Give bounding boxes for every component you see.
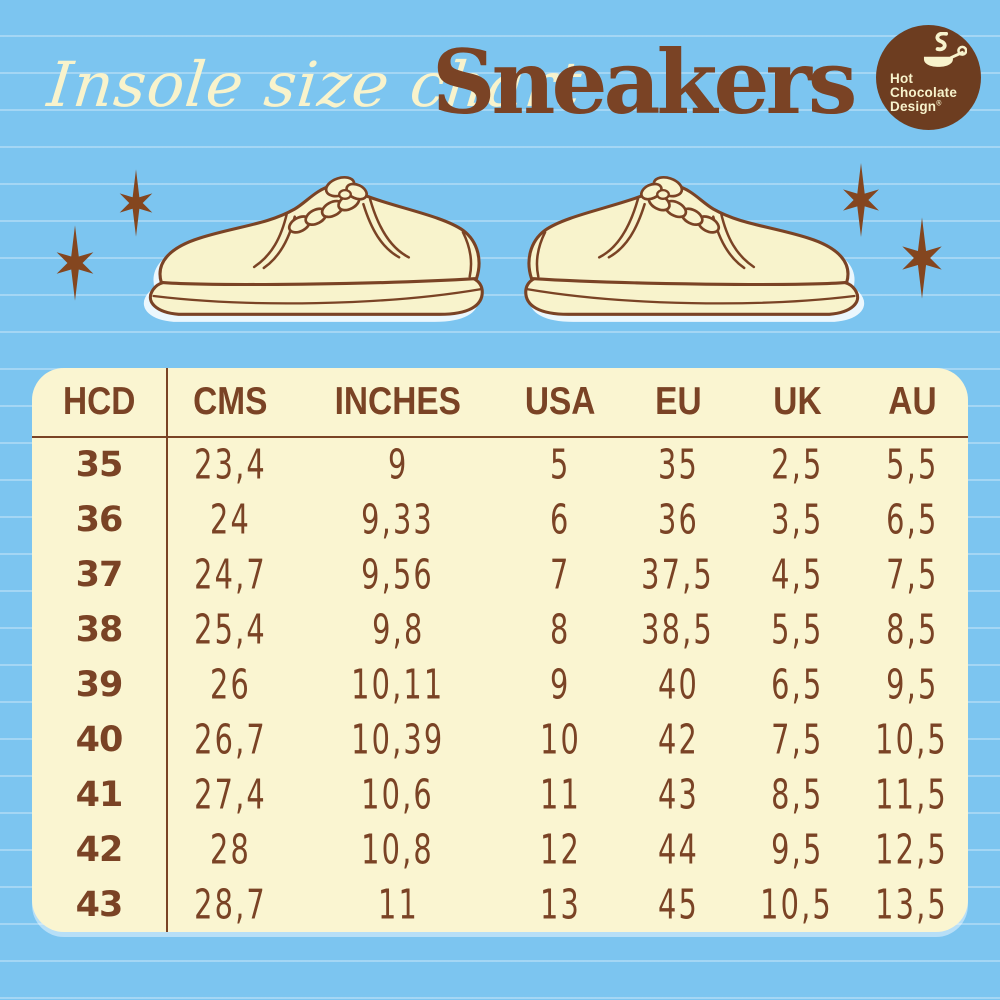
column-header-cms: CMS <box>168 368 293 438</box>
cell-uk: 8,5 <box>770 771 824 819</box>
cell-au: 10,5 <box>875 716 949 764</box>
cell-inches: 11 <box>377 881 419 929</box>
cell-cms: 28 <box>210 826 251 874</box>
sparkle-icon <box>56 225 94 301</box>
column-header-usa: USA <box>503 368 618 438</box>
cell-au: 6,5 <box>885 496 939 544</box>
cell-usa: 8 <box>550 606 571 654</box>
cell-uk: 2,5 <box>770 441 824 489</box>
cell-usa: 10 <box>540 716 581 764</box>
cell-eu: 40 <box>657 661 699 709</box>
cell-cms: 26 <box>210 661 251 709</box>
sneaker-right-illustration <box>524 175 860 316</box>
sparkle-icon <box>119 169 153 237</box>
column-header-au: AU <box>856 368 968 438</box>
cell-au: 7,5 <box>885 551 939 599</box>
column-header-uk: UK <box>738 368 856 438</box>
cell-cms: 23,4 <box>194 441 267 489</box>
cell-eu: 45 <box>657 881 699 929</box>
size-table: HCD CMS INCHES USA EU UK AU 35 23,4 9 5 … <box>32 368 968 932</box>
cell-usa: 6 <box>550 496 571 544</box>
cell-usa: 11 <box>540 771 581 819</box>
column-header-hcd: HCD <box>32 368 168 438</box>
sparkle-icon <box>902 217 942 299</box>
logo-line-2: Chocolate <box>890 85 958 101</box>
cell-cms: 26,7 <box>194 716 267 764</box>
cell-hcd: 35 <box>32 438 168 493</box>
cell-eu: 35 <box>657 441 699 489</box>
cell-au: 8,5 <box>885 606 939 654</box>
sparkle-icon <box>843 163 879 237</box>
cell-hcd: 40 <box>32 712 168 768</box>
cell-cms: 28,7 <box>194 881 267 929</box>
sneaker-left-illustration <box>148 175 484 316</box>
cell-usa: 5 <box>550 441 571 489</box>
cell-inches: 10,6 <box>361 771 435 819</box>
logo-line-1: Hot <box>890 71 914 86</box>
cell-hcd: 41 <box>32 767 168 823</box>
cell-hcd: 38 <box>32 602 168 658</box>
cell-eu: 36 <box>657 496 699 544</box>
cell-inches: 10,39 <box>351 716 445 764</box>
cell-uk: 10,5 <box>760 881 834 929</box>
cell-inches: 9,56 <box>361 551 435 599</box>
steaming-cup-icon <box>923 32 967 67</box>
cell-au: 11,5 <box>875 771 949 819</box>
cell-uk: 4,5 <box>770 551 824 599</box>
cell-hcd: 36 <box>32 492 168 548</box>
cell-inches: 10,8 <box>361 826 435 874</box>
cell-uk: 5,5 <box>770 606 824 654</box>
cell-usa: 12 <box>540 826 581 874</box>
cell-uk: 7,5 <box>770 716 824 764</box>
cell-eu: 44 <box>657 826 699 874</box>
cell-eu: 38,5 <box>641 606 715 654</box>
column-header-inches: INCHES <box>293 368 503 438</box>
cell-uk: 9,5 <box>770 826 824 874</box>
cell-hcd: 43 <box>32 877 168 932</box>
cell-hcd: 37 <box>32 547 168 603</box>
cell-usa: 13 <box>540 881 581 929</box>
cell-usa: 7 <box>550 551 571 599</box>
cell-eu: 37,5 <box>641 551 715 599</box>
cell-au: 9,5 <box>885 661 939 709</box>
cell-au: 13,5 <box>875 881 949 929</box>
cell-cms: 24 <box>210 496 251 544</box>
column-header-eu: EU <box>618 368 738 438</box>
cell-inches: 9,33 <box>361 496 435 544</box>
cell-eu: 43 <box>657 771 699 819</box>
cell-au: 12,5 <box>875 826 949 874</box>
cell-inches: 9 <box>387 441 409 489</box>
cell-hcd: 39 <box>32 657 168 713</box>
cell-eu: 42 <box>657 716 699 764</box>
cell-uk: 3,5 <box>770 496 824 544</box>
page-title: Sneakers <box>432 30 857 134</box>
cell-uk: 6,5 <box>770 661 824 709</box>
cell-inches: 9,8 <box>371 606 425 654</box>
cell-hcd: 42 <box>32 822 168 878</box>
cell-au: 5,5 <box>885 441 939 489</box>
cell-cms: 25,4 <box>194 606 267 654</box>
brand-logo-text: Hot Chocolate Design® <box>890 71 958 115</box>
logo-line-3: Design® <box>890 99 942 115</box>
cell-cms: 24,7 <box>194 551 267 599</box>
cell-inches: 10,11 <box>351 661 445 709</box>
cell-cms: 27,4 <box>194 771 267 819</box>
cell-usa: 9 <box>550 661 571 709</box>
brand-logo: Hot Chocolate Design® <box>876 25 981 130</box>
